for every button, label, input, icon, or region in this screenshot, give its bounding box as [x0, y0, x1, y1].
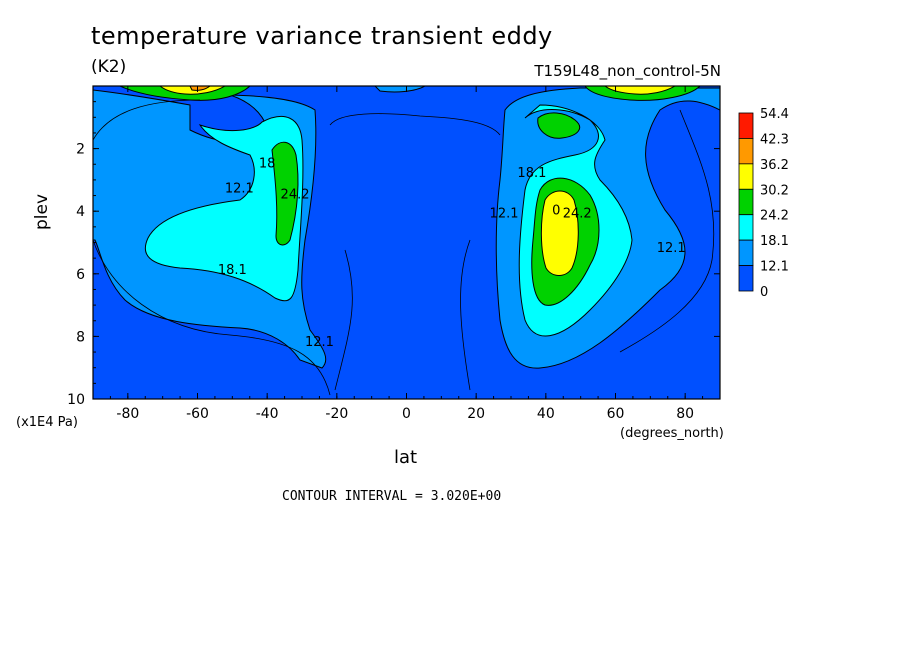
legend-swatch — [738, 163, 754, 190]
plot-area — [93, 86, 720, 399]
legend-label: 12.1 — [760, 260, 789, 275]
contour-label: 12.1 — [490, 206, 519, 221]
y-axis-label: plev — [32, 193, 52, 230]
legend-label: 30.2 — [760, 183, 789, 198]
x-axis-label: lat — [394, 447, 418, 468]
contour-labels: 12.1 18.1 24.2 18 12.1 18.1 12.1 24.2 12.1 0 — [218, 156, 686, 349]
contour-label: 18.1 — [517, 166, 546, 181]
legend-swatch — [738, 239, 754, 266]
contour-label: 12.1 — [657, 241, 686, 256]
band-24-left — [271, 141, 299, 246]
plot-frame — [92, 85, 721, 400]
legend-label: 18.1 — [760, 234, 789, 249]
legend-swatch — [738, 265, 754, 292]
y-tick-label: 6 — [76, 267, 85, 283]
contour-label: 0 — [552, 203, 560, 218]
run-id: T159L48_non_control-5N — [534, 62, 721, 80]
band-top-left-max — [189, 86, 211, 91]
x-tick-label: -80 — [116, 406, 139, 422]
x-tick-label: 0 — [402, 406, 411, 422]
band-top-mid — [374, 86, 426, 93]
x-tick-label: 80 — [676, 406, 694, 422]
band-18-left — [144, 115, 304, 302]
legend-swatch — [738, 112, 754, 139]
contour-interval: CONTOUR INTERVAL = 3.020E+00 — [282, 489, 502, 504]
legend-label: 0 — [760, 285, 768, 300]
y-tick-label: 8 — [76, 329, 85, 345]
color-legend: 54.4 42.3 36.2 30.2 24.2 18.1 12.1 0 — [738, 107, 789, 300]
band-18-right — [518, 104, 633, 337]
band-24-right — [531, 112, 600, 306]
band-top-right — [584, 86, 701, 101]
band-12-right — [495, 87, 720, 369]
contour-line-outer-right — [619, 109, 715, 353]
x-tick-label: 60 — [607, 406, 625, 422]
y-tick-label: 10 — [67, 392, 85, 408]
contour-label: 18 — [259, 156, 276, 171]
legend-label: 42.3 — [760, 132, 789, 147]
y-axis-ticks: 2 4 6 8 10 — [67, 85, 720, 408]
legend-label: 54.4 — [760, 107, 789, 122]
contour-line-outer-left — [93, 239, 331, 396]
contour-label: 24.2 — [281, 188, 310, 203]
x-tick-label: -40 — [256, 406, 279, 422]
x-tick-label: -60 — [186, 406, 209, 422]
band-top-left-hi — [159, 86, 226, 95]
contour-line-left-top — [93, 99, 201, 141]
legend-swatch — [738, 188, 754, 216]
legend-swatch — [738, 138, 754, 165]
x-axis-ticks: -80 -60 -40 -20 0 20 40 60 80 — [92, 86, 721, 422]
legend-label: 36.2 — [760, 158, 789, 173]
x-tick-label: 20 — [467, 406, 485, 422]
x-tick-label: 40 — [537, 406, 555, 422]
y-axis-units: (x1E4 Pa) — [16, 415, 78, 430]
x-axis-units: (degrees_north) — [620, 426, 724, 441]
legend-label: 24.2 — [760, 209, 789, 224]
band-12-left — [93, 89, 327, 369]
contour-label: 12.1 — [305, 335, 334, 350]
contour-label: 12.1 — [225, 181, 254, 196]
y-tick-label: 4 — [76, 204, 85, 220]
contour-label: 18.1 — [218, 263, 247, 278]
y-tick-label: 2 — [76, 142, 85, 158]
background-field — [93, 86, 720, 399]
band-top-right-hi — [604, 86, 676, 95]
legend-swatch — [738, 214, 754, 241]
band-top-left — [119, 86, 251, 101]
contour-label: 24.2 — [563, 206, 592, 221]
chart-units: (K2) — [91, 57, 127, 77]
band-30-right — [540, 190, 579, 276]
chart-title: temperature variance transient eddy — [91, 22, 553, 50]
x-tick-label: -20 — [325, 406, 348, 422]
contour-line-mid — [329, 113, 501, 391]
